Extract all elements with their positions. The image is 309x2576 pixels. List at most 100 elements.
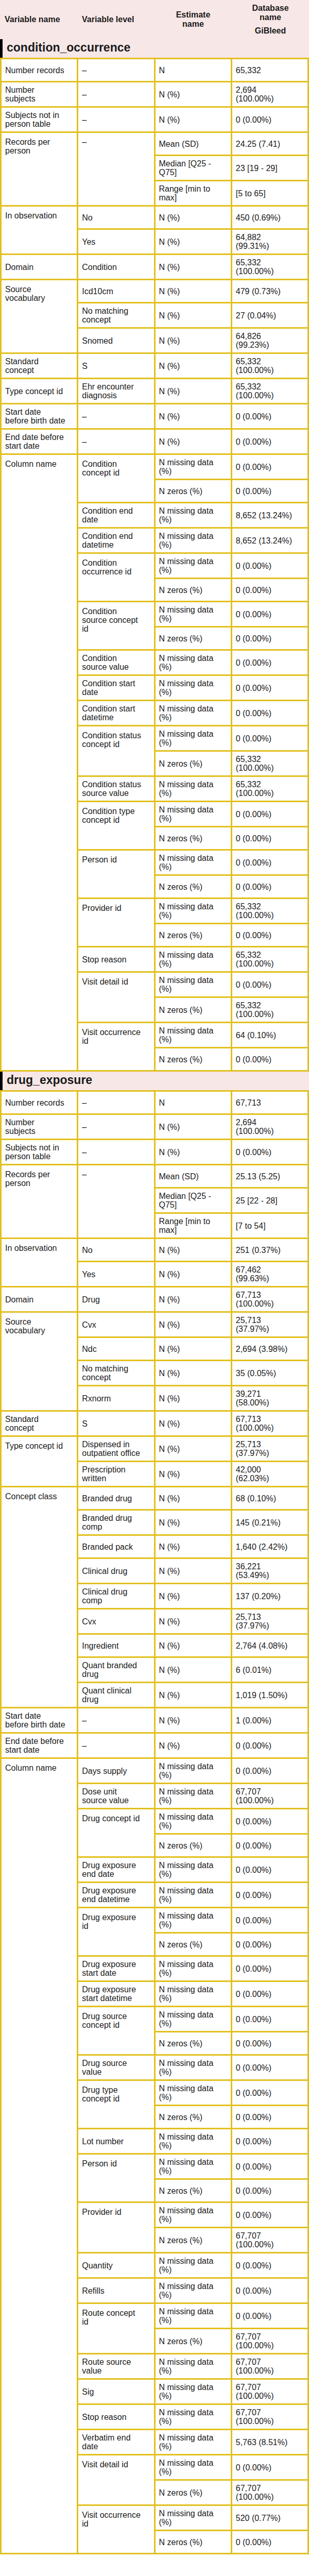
variable-level-cell: – [78, 404, 153, 428]
estimate-name-cell: N missing data (%) [156, 1809, 231, 1833]
value-cell: 0 (0.00%) [232, 701, 307, 725]
variable-level-cell: Ehr encounter diagnosis [78, 379, 153, 403]
variable-level-cell: Condition type concept id [78, 802, 153, 849]
table-row: Column nameCondition concept idN missing… [2, 455, 307, 479]
value-cell: 1,640 (2.42%) [232, 1536, 307, 1557]
variable-level-cell: Quant clinical drug [78, 1683, 153, 1707]
value-cell: 0 (0.00%) [232, 1934, 307, 1955]
estimate-name-cell: N missing data (%) [156, 851, 231, 874]
value-cell: 8,652 (13.24%) [232, 503, 307, 527]
variable-level-cell: Visit detail id [78, 973, 153, 1022]
variable-level-cell: Provider id [78, 899, 153, 946]
value-cell: [5 to 65] [232, 181, 307, 205]
variable-level-cell: Refills [78, 2279, 153, 2302]
variable-name-cell: Source vocabulary [2, 1313, 77, 1410]
estimate-name-cell: N missing data (%) [156, 651, 231, 674]
variable-level-cell: Quant branded drug [78, 1658, 153, 1682]
value-cell: 0 (0.00%) [232, 1734, 307, 1757]
estimate-name-cell: N (%) [156, 1287, 231, 1311]
estimate-name-cell: N (%) [156, 1683, 231, 1707]
value-cell: 64,882 (99.31%) [232, 230, 307, 253]
estimate-name-cell: N (%) [156, 1462, 231, 1486]
estimate-name-cell: N missing data (%) [156, 676, 231, 700]
value-cell: 479 (0.73%) [232, 280, 307, 302]
variable-name-cell: Concept class [2, 1487, 77, 1707]
variable-level-cell: Dose unit source value [78, 1784, 153, 1808]
estimate-name-cell: N (%) [156, 255, 231, 279]
sections-container: condition_occurrenceNumber records–N65,3… [0, 39, 309, 2554]
estimate-name-cell: N zeros (%) [156, 876, 231, 897]
variable-level-cell: Drug source concept id [78, 2007, 153, 2054]
variable-name-cell: Type concept id [2, 1437, 77, 1486]
variable-level-cell: Branded drug comp [78, 1511, 153, 1534]
estimate-name-cell: N (%) [156, 1262, 231, 1286]
variable-level-cell: Drug exposure end date [78, 1858, 153, 1882]
value-cell: 5,763 (8.51%) [232, 2430, 307, 2454]
table-row: DomainConditionN (%)65,332 (100.00%) [2, 255, 307, 279]
variable-level-cell: Condition concept id [78, 455, 153, 502]
table-row: Records per person–Mean (SD)24.25 (7.41) [2, 133, 307, 155]
value-cell: 8,652 (13.24%) [232, 529, 307, 552]
value-cell: 65,332 (100.00%) [232, 379, 307, 403]
value-cell: [7 to 54] [232, 1214, 307, 1238]
table-row: Number subjects–N (%)2,694 (100.00%) [2, 1115, 307, 1139]
value-cell: 65,332 (100.00%) [232, 947, 307, 971]
variable-level-cell: No [78, 1239, 153, 1261]
variable-level-cell: – [78, 1734, 153, 1757]
variable-name-cell: In observation [2, 1239, 77, 1286]
estimate-name-cell: N zeros (%) [156, 752, 231, 775]
variable-level-cell: Clinical drug comp [78, 1584, 153, 1608]
value-cell: 64 (0.10%) [232, 1023, 307, 1047]
variable-level-cell: Route concept id [78, 2304, 153, 2353]
value-cell: 2,764 (4.08%) [232, 1635, 307, 1656]
value-cell: 0 (0.00%) [232, 2081, 307, 2105]
value-cell: 25,713 (37.97%) [232, 1437, 307, 1461]
column-header-label: Database name [246, 4, 295, 22]
estimate-name-cell: N missing data (%) [156, 529, 231, 552]
estimate-name-cell: N missing data (%) [156, 947, 231, 971]
table-row: Subjects not in person table–N (%)0 (0.0… [2, 108, 307, 131]
estimate-name-cell: N (%) [156, 404, 231, 428]
table-row: Source vocabularyCvxN (%)25,713 (37.97%) [2, 1313, 307, 1336]
estimate-name-cell: N zeros (%) [156, 2032, 231, 2054]
variable-level-cell: Condition occurrence id [78, 554, 153, 601]
value-cell: 0 (0.00%) [232, 973, 307, 996]
table-row: Number records–N65,332 [2, 59, 307, 81]
table-row: Records per person–Mean (SD)25.13 (5.25) [2, 1165, 307, 1187]
table-row: Standard conceptSN (%)65,332 (100.00%) [2, 354, 307, 378]
value-cell: 67,707 (100.00%) [232, 2354, 307, 2378]
value-cell: 65,332 (100.00%) [232, 752, 307, 775]
value-cell: 0 (0.00%) [232, 579, 307, 601]
estimate-name-cell: Mean (SD) [156, 133, 231, 155]
table-row: Column nameDays supplyN missing data (%)… [2, 1759, 307, 1783]
estimate-name-cell: N (%) [156, 1658, 231, 1682]
estimate-name-cell: N zeros (%) [156, 1835, 231, 1856]
estimate-name-cell: N zeros (%) [156, 998, 231, 1022]
estimate-name-cell: N (%) [156, 379, 231, 403]
variable-level-cell: – [78, 82, 153, 106]
value-cell: 65,332 (100.00%) [232, 998, 307, 1022]
estimate-name-cell: N (%) [156, 82, 231, 106]
estimate-name-cell: N missing data (%) [156, 2279, 231, 2302]
variable-level-cell: Visit occurrence id [78, 2506, 153, 2553]
estimate-name-cell: N (%) [156, 1584, 231, 1608]
variable-level-cell: Condition source value [78, 651, 153, 674]
estimate-name-cell: N missing data (%) [156, 2155, 231, 2178]
variable-level-cell: Person id [78, 851, 153, 897]
variable-level-cell: Drug source value [78, 2056, 153, 2079]
estimate-name-cell: N (%) [156, 1361, 231, 1385]
variable-level-cell: Condition [78, 255, 153, 279]
value-cell: 1 (0.00%) [232, 1708, 307, 1732]
estimate-name-cell: N (%) [156, 230, 231, 253]
variable-level-cell: Dispensed in outpatient office [78, 1437, 153, 1461]
variable-name-cell: Standard concept [2, 354, 77, 378]
estimate-name-cell: N (%) [156, 1140, 231, 1164]
estimate-name-cell: N (%) [156, 329, 231, 352]
value-cell: 0 (0.00%) [232, 108, 307, 131]
estimate-name-cell: N zeros (%) [156, 924, 231, 946]
value-cell: 0 (0.00%) [232, 404, 307, 428]
section-title: drug_exposure [0, 1072, 309, 1090]
estimate-name-cell: Mean (SD) [156, 1165, 231, 1187]
table-row: Type concept idDispensed in outpatient o… [2, 1437, 307, 1461]
variable-level-cell: Yes [78, 1262, 153, 1286]
